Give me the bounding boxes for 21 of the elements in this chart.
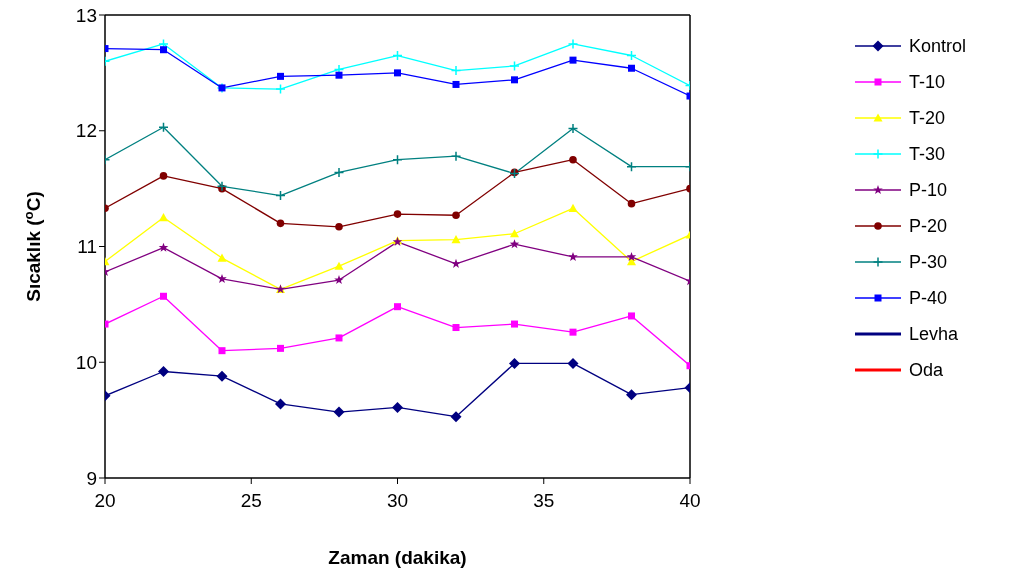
legend-label: T-30 (909, 143, 946, 165)
legend-label: P-20 (909, 215, 948, 237)
legend-label: Kontrol (909, 35, 967, 57)
legend-label: Oda (909, 359, 944, 381)
legend-label: T-20 (909, 107, 946, 129)
y-tick-label: 11 (77, 236, 97, 258)
y-tick-label: 10 (75, 351, 97, 373)
legend-label: P-40 (909, 287, 948, 309)
x-tick-label: 40 (679, 490, 701, 512)
y-tick-label: 9 (86, 467, 97, 489)
x-tick-label: 25 (240, 490, 262, 512)
x-tick-label: 30 (386, 490, 409, 512)
y-tick-label: 12 (75, 120, 97, 142)
x-tick-label: 35 (533, 490, 555, 512)
legend-label: P-30 (909, 251, 948, 273)
x-tick-label: 20 (94, 490, 116, 512)
legend-label: T-10 (909, 71, 946, 93)
x-axis-title: Zaman (dakika) (328, 547, 467, 568)
y-tick-label: 13 (75, 4, 97, 26)
legend-label: Levha (909, 323, 959, 345)
legend-label: P-10 (909, 179, 948, 201)
